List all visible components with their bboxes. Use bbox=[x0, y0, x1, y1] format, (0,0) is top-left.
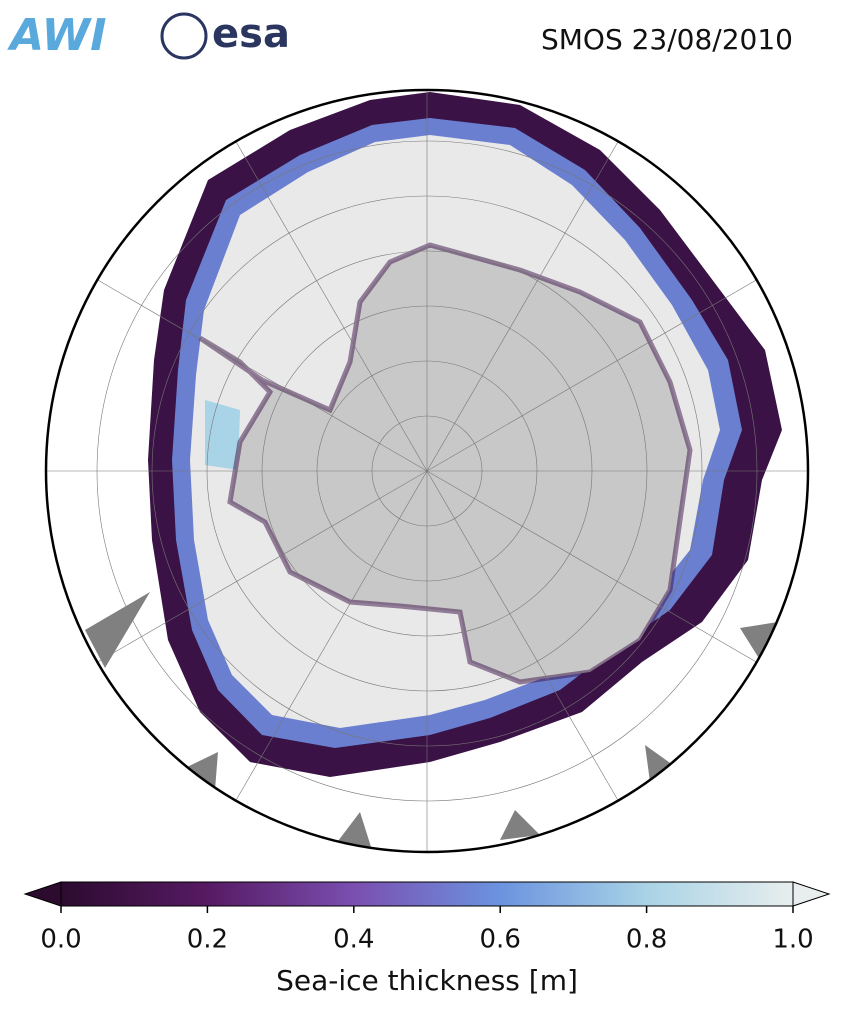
esa-logo-mark bbox=[160, 12, 208, 60]
map-border bbox=[44, 88, 810, 854]
colorbar-tick-label: 1.0 bbox=[772, 925, 813, 955]
colorbar-tick-label: 0.4 bbox=[333, 925, 374, 955]
map bbox=[46, 90, 808, 852]
colorbar-extend-high bbox=[792, 881, 831, 907]
graticule bbox=[46, 90, 808, 852]
colorbar-tick-label: 0.2 bbox=[187, 925, 228, 955]
colorbar-tick-label: 0.6 bbox=[480, 925, 521, 955]
colorbar bbox=[23, 881, 831, 913]
colorbar-tick-label: 0.8 bbox=[626, 925, 667, 955]
esa-logo: esa bbox=[212, 11, 290, 57]
title: SMOS 23/08/2010 bbox=[541, 23, 793, 56]
colorbar-tick-label: 0.0 bbox=[40, 925, 81, 955]
awi-logo: AWI bbox=[7, 10, 107, 61]
colorbar-body bbox=[60, 881, 794, 907]
colorbar-extend-low bbox=[23, 881, 62, 907]
colorbar-label: Sea-ice thickness [m] bbox=[276, 964, 578, 997]
